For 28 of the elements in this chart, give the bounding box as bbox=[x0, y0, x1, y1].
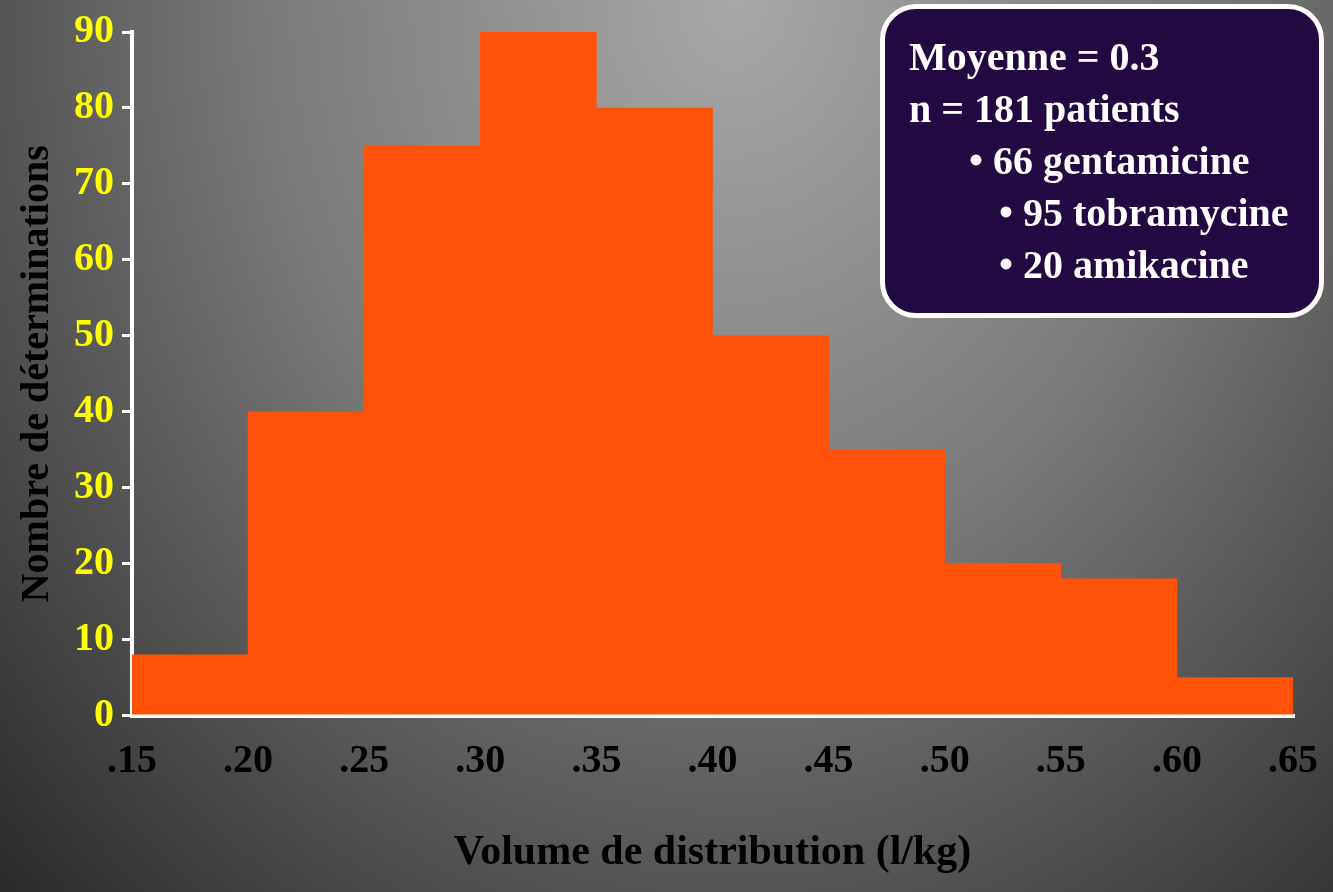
x-tick-label: .40 bbox=[687, 735, 738, 781]
y-tick-label: 60 bbox=[74, 234, 114, 280]
x-tick-label: .15 bbox=[107, 735, 157, 781]
y-tick-label: 0 bbox=[94, 689, 114, 735]
annotation: • 95 tobramycine bbox=[998, 189, 1290, 237]
annotation: n = 181 patients bbox=[909, 85, 1181, 133]
x-tick-label: .60 bbox=[1151, 735, 1202, 781]
y-tick-label: 40 bbox=[74, 386, 114, 432]
y-tick-label: 70 bbox=[74, 158, 114, 204]
x-tick-label: .20 bbox=[223, 735, 274, 781]
x-tick-label: .55 bbox=[1035, 735, 1086, 781]
x-tick-label: .45 bbox=[803, 735, 854, 781]
y-tick-label: 30 bbox=[74, 462, 114, 508]
x-tick-label: .30 bbox=[455, 735, 506, 781]
y-axis-title: Nombre de déterminations bbox=[12, 145, 58, 603]
y-tick-label: 80 bbox=[74, 82, 114, 128]
y-tick-label: 10 bbox=[74, 613, 114, 659]
x-tick-label: .50 bbox=[919, 735, 970, 781]
annotation: • 20 amikacine bbox=[998, 241, 1250, 289]
annotation: • 66 gentamicine bbox=[968, 137, 1251, 185]
x-tick-label: .35 bbox=[571, 735, 622, 781]
x-tick-label: .25 bbox=[339, 735, 390, 781]
x-axis-title: Volume de distribution (l/kg) bbox=[453, 826, 972, 874]
y-tick-label: 50 bbox=[74, 310, 114, 356]
y-tick-label: 90 bbox=[74, 6, 114, 52]
y-tick-label: 20 bbox=[74, 538, 114, 584]
x-tick-label: .65 bbox=[1268, 735, 1318, 781]
annotation: Moyenne = 0.3 bbox=[909, 33, 1161, 81]
